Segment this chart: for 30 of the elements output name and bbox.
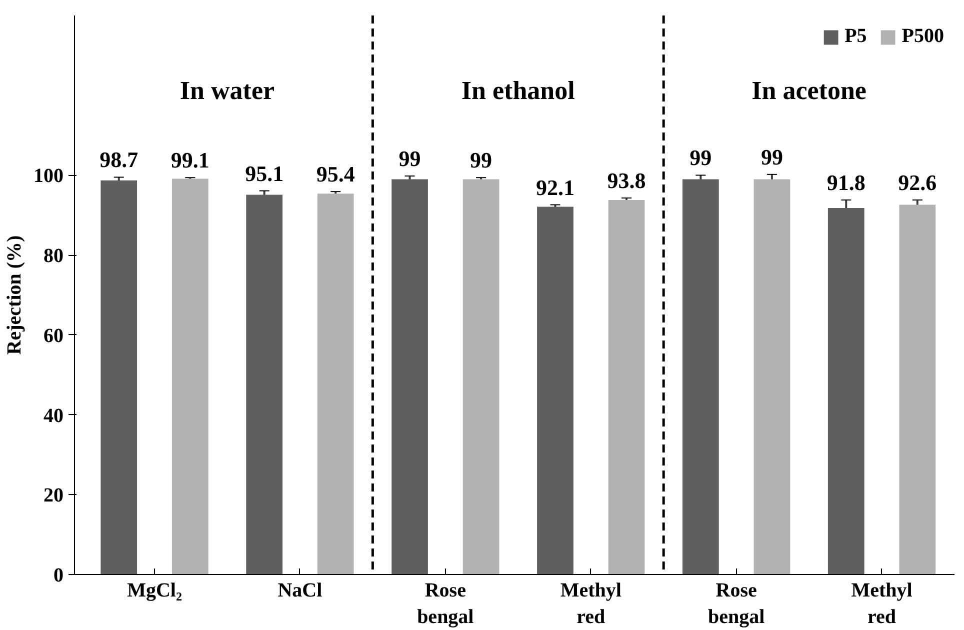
y-tick-label: 40 — [44, 404, 64, 427]
x-tick-label: NaCl — [278, 580, 323, 602]
data-label: 93.8 — [607, 168, 646, 193]
data-label: 91.8 — [826, 170, 866, 195]
y-axis-title: Rejection (%) — [4, 235, 26, 355]
data-label: 99 — [690, 145, 712, 170]
y-tick-label: 0 — [54, 564, 64, 586]
data-label: 99 — [470, 148, 492, 173]
x-tick-label: MgCl₂ — [127, 580, 182, 602]
legend-label: P5 — [844, 25, 867, 48]
annotation: In ethanol — [461, 76, 575, 105]
x-tick-label: Methyl red — [560, 580, 622, 628]
data-label: 95.1 — [245, 160, 284, 186]
annotation: In water — [180, 76, 275, 105]
x-tick-label: Rose bengal — [417, 580, 474, 628]
legend-label: P500 — [902, 25, 944, 48]
data-label: 98.7 — [100, 147, 138, 172]
data-label: 92.6 — [898, 170, 937, 195]
data-label: 99.1 — [170, 148, 210, 173]
data-label: 92.1 — [536, 174, 574, 200]
y-tick-label: 80 — [44, 245, 64, 268]
data-label: 95.4 — [316, 162, 355, 187]
y-tick-label: 20 — [44, 484, 64, 507]
data-label: 99 — [398, 146, 421, 172]
y-tick-label: 60 — [44, 324, 64, 347]
x-tick-label: Rose bengal — [708, 580, 766, 628]
y-tick-label: 100 — [34, 165, 64, 188]
x-tick-label: Methyl red — [851, 580, 913, 628]
data-label: 99 — [760, 144, 783, 170]
annotation: In acetone — [752, 76, 866, 105]
